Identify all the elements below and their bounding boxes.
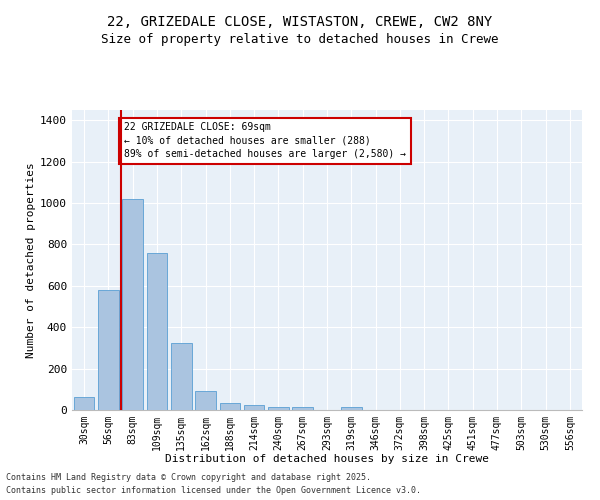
Bar (98, 290, 119, 410)
Text: Contains public sector information licensed under the Open Government Licence v3: Contains public sector information licen… (6, 486, 421, 495)
Text: Size of property relative to detached houses in Crewe: Size of property relative to detached ho… (101, 32, 499, 46)
Text: 22 GRIZEDALE CLOSE: 69sqm
← 10% of detached houses are smaller (288)
89% of semi: 22 GRIZEDALE CLOSE: 69sqm ← 10% of detac… (124, 122, 406, 159)
Bar (244, 405, 265, 410)
Text: 22, GRIZEDALE CLOSE, WISTASTON, CREWE, CW2 8NY: 22, GRIZEDALE CLOSE, WISTASTON, CREWE, C… (107, 15, 493, 29)
Bar (268, 407, 289, 410)
Bar (146, 253, 167, 410)
Bar (292, 407, 313, 410)
Bar (220, 403, 240, 410)
Bar (171, 343, 191, 410)
Text: Contains HM Land Registry data © Crown copyright and database right 2025.: Contains HM Land Registry data © Crown c… (6, 474, 371, 482)
Bar (74, 396, 94, 410)
Bar (195, 392, 216, 410)
Bar (341, 407, 362, 410)
Bar (122, 199, 143, 410)
X-axis label: Distribution of detached houses by size in Crewe: Distribution of detached houses by size … (165, 454, 489, 464)
Y-axis label: Number of detached properties: Number of detached properties (26, 162, 36, 358)
